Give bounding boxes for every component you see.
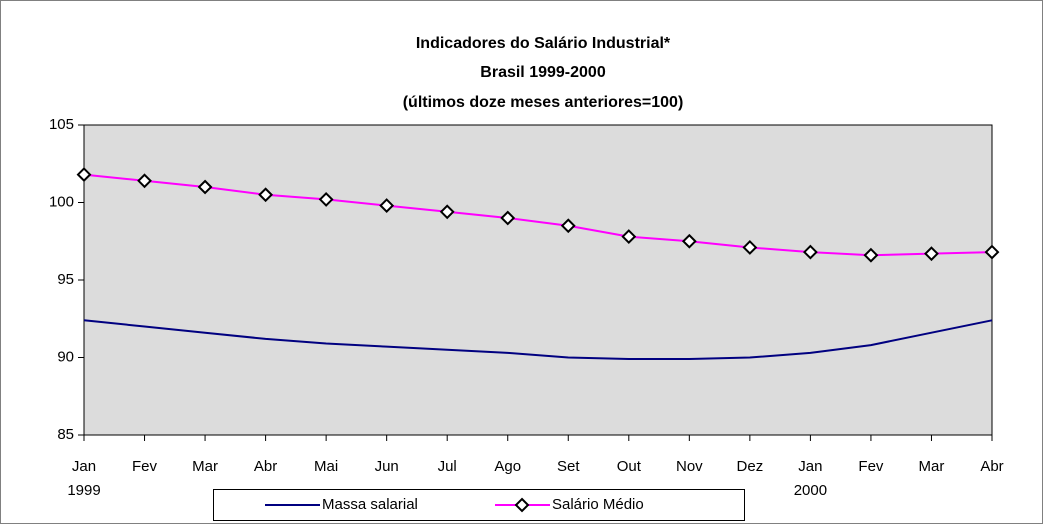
x-tick-label: Fev: [132, 458, 158, 475]
marker: [379, 198, 395, 214]
x-tick-label: Abr: [254, 458, 277, 475]
x-tick-label: Nov: [676, 458, 703, 475]
marker: [197, 179, 213, 195]
marker: [318, 191, 334, 207]
plot-area: [83, 124, 993, 436]
y-tick-label: 105: [49, 116, 74, 133]
marker: [500, 210, 516, 226]
legend-label: Massa salarial: [322, 496, 418, 513]
x-tick-label: Jun: [375, 458, 399, 475]
marker: [984, 244, 1000, 260]
marker: [924, 246, 939, 262]
marker: [439, 204, 455, 220]
x-tick-label: Mar: [192, 458, 218, 475]
y-tick-label: 85: [57, 426, 74, 443]
x-tick-label: Set: [557, 458, 580, 475]
chart-title: Brasil 1999-2000: [480, 64, 606, 81]
marker: [681, 233, 697, 249]
marker: [258, 187, 274, 203]
x-tick-label: Ago: [494, 458, 521, 475]
marker: [802, 244, 818, 260]
x-tick-label: Mai: [314, 458, 338, 475]
x-tick-label: Jan: [798, 458, 822, 475]
marker: [76, 167, 92, 183]
x-year-label: 2000: [794, 482, 827, 499]
x-tick-label: Fev: [858, 458, 884, 475]
series-line: [83, 319, 993, 361]
x-tick-label: Mar: [919, 458, 945, 475]
y-tick-label: 90: [57, 348, 74, 365]
x-year-label: 1999: [67, 482, 100, 499]
marker: [863, 247, 879, 263]
marker: [621, 229, 637, 245]
marker: [137, 173, 152, 189]
marker: [514, 497, 530, 513]
y-tick-label: 100: [49, 193, 74, 210]
y-tick-label: 95: [57, 271, 74, 288]
series-line: [83, 173, 993, 257]
legend-label: Salário Médio: [552, 496, 644, 513]
marker: [560, 218, 576, 234]
x-tick-label: Abr: [980, 458, 1003, 475]
x-tick-label: Out: [617, 458, 642, 475]
chart-title: Indicadores do Salário Industrial*: [416, 35, 671, 52]
x-tick-label: Jan: [72, 458, 96, 475]
x-tick-label: Dez: [737, 458, 764, 475]
x-tick-label: Jul: [438, 458, 457, 475]
marker: [742, 240, 758, 255]
chart-title: (últimos doze meses anteriores=100): [403, 94, 684, 111]
